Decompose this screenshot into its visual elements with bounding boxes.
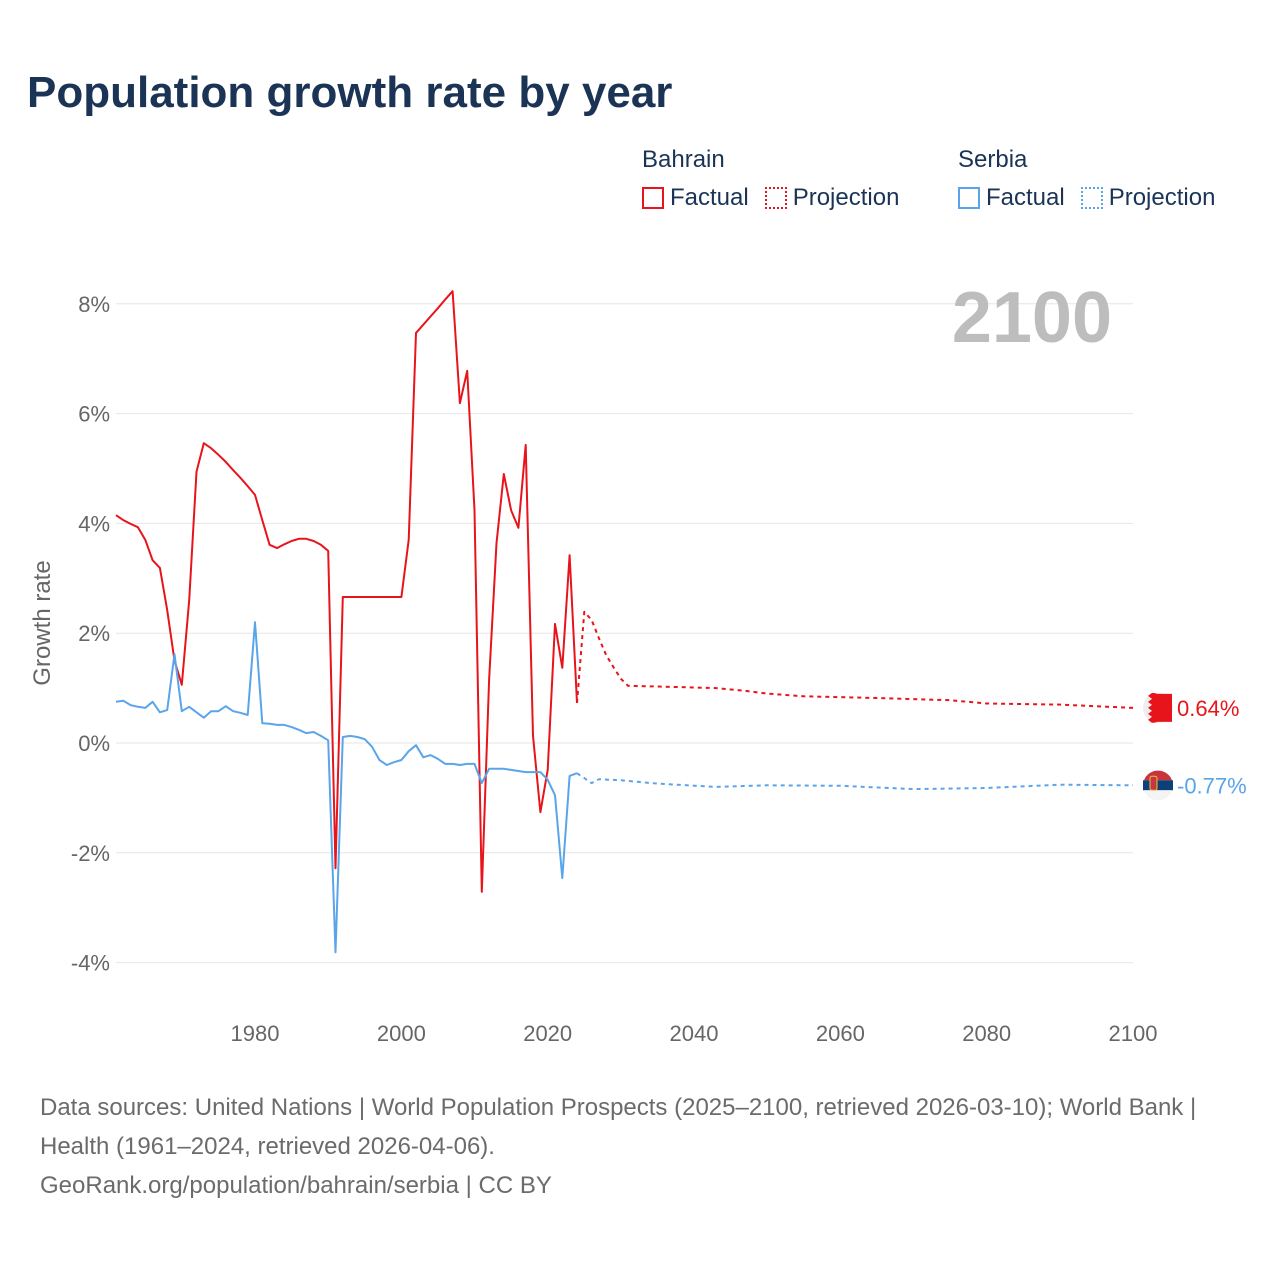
y-axis-label: Growth rate — [29, 560, 56, 685]
legend-label: Projection — [792, 184, 900, 211]
legend-serbia: Serbia Factual Projection — [958, 146, 1215, 212]
x-tick-label: 2020 — [523, 1021, 572, 1046]
chart-area: -4% -2% 0% 2% 4% 6% 8% 1980 2000 2020 2040 2060 2080… — [29, 278, 1247, 1046]
y-tick-label: 4% — [78, 511, 110, 536]
legend-bahrain-factual[interactable]: Factual — [642, 184, 749, 212]
y-tick-label: 0% — [78, 731, 110, 756]
legend-swatch-solid — [958, 187, 980, 209]
end-label-serbia: -0.77% — [1177, 773, 1247, 798]
chart-title: Population growth rate by year — [27, 68, 673, 117]
flag-bahrain-icon — [1143, 692, 1173, 723]
credit-link[interactable]: GeoRank.org/population/bahrain/serbia | … — [40, 1172, 552, 1199]
x-tick-label: 2100 — [1109, 1021, 1158, 1046]
y-tick-label: 2% — [78, 621, 110, 646]
y-tick-label: -2% — [71, 841, 110, 866]
x-tick-label: 2040 — [670, 1021, 719, 1046]
legend-label: Factual — [986, 184, 1065, 211]
y-tick-label: 6% — [78, 402, 110, 427]
end-label-bahrain: 0.64% — [1177, 696, 1239, 721]
legend-label: Projection — [1108, 184, 1216, 211]
x-tick-label: 2060 — [816, 1021, 865, 1046]
data-sources: Data sources: United Nations | World Pop… — [40, 1094, 1197, 1160]
legend-bahrain: Bahrain Factual Projection — [642, 146, 899, 212]
x-tick-label: 2080 — [962, 1021, 1011, 1046]
series-line-bahrain-factual — [115, 290, 578, 893]
x-tick-label: 1980 — [231, 1021, 280, 1046]
legend-serbia-projection[interactable]: Projection — [1080, 184, 1216, 212]
footer: Data sources: United Nations | World Pop… — [40, 1088, 1240, 1205]
year-display: 2100 — [952, 278, 1112, 358]
flag-serbia-icon — [1143, 770, 1173, 801]
series-line-serbia-factual — [115, 621, 578, 954]
legend-country-serbia: Serbia — [958, 146, 1028, 173]
y-tick-label: -4% — [71, 951, 110, 976]
legend-swatch-solid — [642, 187, 664, 209]
series-line-serbia-projection — [576, 772, 1134, 791]
legend-country-bahrain: Bahrain — [642, 146, 725, 173]
legend-serbia-factual[interactable]: Factual — [958, 184, 1065, 212]
y-tick-label: 8% — [78, 292, 110, 317]
legend-swatch-dotted — [764, 187, 787, 209]
series-line-bahrain-projection — [576, 610, 1134, 709]
legend-swatch-dotted — [1080, 187, 1103, 209]
x-tick-label: 2000 — [377, 1021, 426, 1046]
legend-bahrain-projection[interactable]: Projection — [764, 184, 900, 212]
legend-label: Factual — [670, 184, 749, 211]
